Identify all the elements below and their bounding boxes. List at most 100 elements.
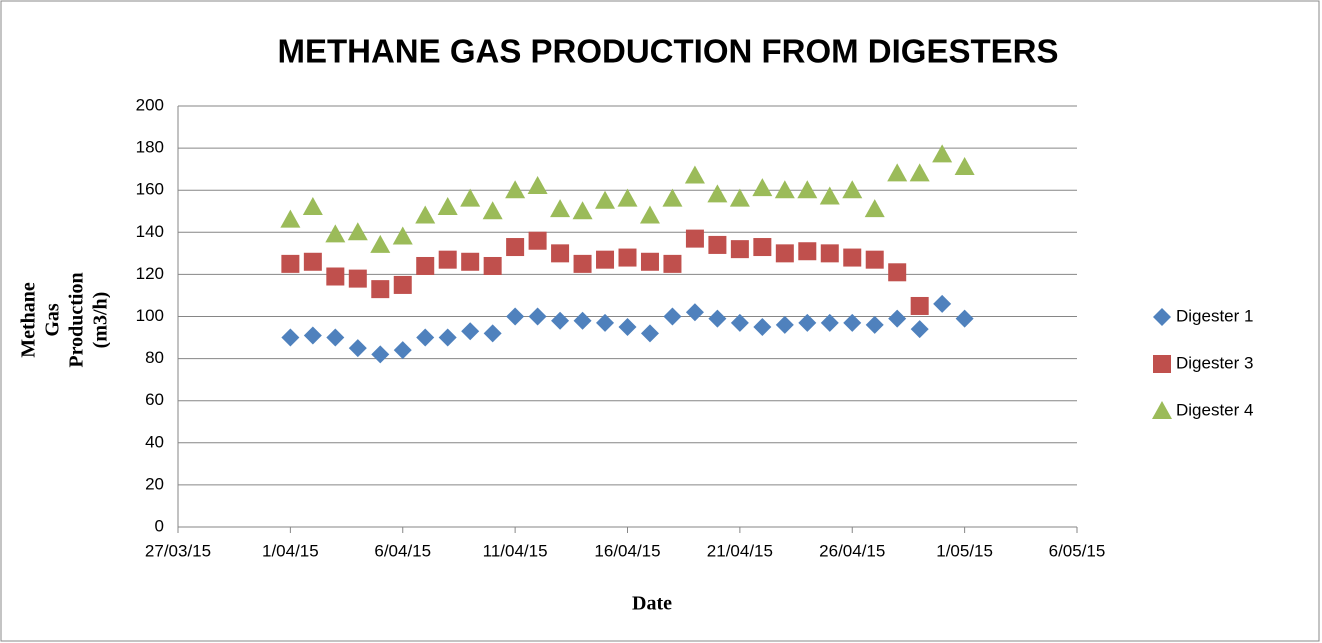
data-point [775,244,794,263]
data-point [528,231,547,250]
data-point [729,188,750,207]
data-point [461,252,480,271]
data-point [551,244,570,263]
data-point [370,234,391,253]
data-point [303,252,322,271]
data-point [550,199,571,218]
data-point [326,328,345,347]
y-tick-label: 40 [145,432,164,451]
x-axis-label: Date [632,593,672,615]
data-point [416,256,435,275]
y-tick-label: 0 [155,516,164,535]
data-point [820,313,839,332]
data-point [909,163,930,182]
data-point [910,296,929,315]
data-point [707,184,728,203]
data-point [933,294,952,313]
data-point [617,188,638,207]
data-point [640,324,659,343]
data-point [371,345,390,364]
data-point [932,144,953,163]
x-tick-label: 11/04/15 [483,541,548,560]
data-point [325,224,346,243]
data-point [708,309,727,328]
data-point [730,240,749,259]
data-point [596,313,615,332]
data-point [685,303,704,322]
data-point [618,248,637,267]
legend-label: Digester 4 [1176,400,1253,419]
data-point [730,313,749,332]
data-point [595,190,616,209]
y-tick-label: 140 [136,222,164,241]
data-point [820,244,839,263]
data-point [573,311,592,330]
data-point [506,238,525,257]
data-point [752,178,773,197]
data-point [438,328,457,347]
data-point [865,315,884,334]
x-tick-label: 21/04/15 [707,541,773,560]
data-point [438,250,457,269]
y-tick-label: 80 [145,348,164,367]
data-point [437,197,458,216]
data-point [483,256,502,275]
data-point [528,307,547,326]
data-point [348,339,367,358]
data-point [843,248,862,267]
data-point [596,250,615,269]
y-tick-label: 180 [136,138,164,157]
x-tick-label: 16/04/15 [594,541,660,560]
data-point [753,238,772,257]
data-point [482,201,503,220]
data-point [843,313,862,332]
data-point [326,267,345,286]
data-point [864,199,885,218]
data-point [392,226,413,245]
data-point [416,328,435,347]
data-point [281,328,300,347]
x-tick-label: 27/03/15 [145,541,211,560]
legend-marker [1153,308,1171,326]
legend-label: Digester 1 [1176,306,1253,325]
legend-label: Digester 3 [1176,353,1253,372]
data-point [371,280,390,299]
data-point [888,263,907,282]
data-point [955,309,974,328]
data-point [460,188,481,207]
data-point [505,180,526,199]
data-point [461,322,480,341]
x-tick-label: 1/05/15 [936,541,993,560]
data-point [483,324,502,343]
data-point [887,163,908,182]
data-point [393,275,412,294]
data-point [663,307,682,326]
data-point [551,311,570,330]
data-point [910,320,929,339]
data-point [527,175,548,194]
data-point [415,205,436,224]
data-point [888,309,907,328]
data-point [618,318,637,337]
data-point [684,165,705,184]
data-point [280,209,301,228]
data-point [506,307,525,326]
data-point [865,250,884,269]
x-tick-label: 6/05/15 [1049,541,1106,560]
data-point [303,326,322,345]
data-point [753,318,772,337]
y-axis-label-box: Methane Gas Production (m3/h) [20,272,110,367]
data-point [797,180,818,199]
data-point [842,180,863,199]
data-point [573,254,592,273]
y-tick-label: 160 [136,180,164,199]
data-point [798,242,817,261]
chart-title: METHANE GAS PRODUCTION FROM DIGESTERS [277,33,1058,70]
x-tick-label: 26/04/15 [819,541,885,560]
data-point [640,252,659,271]
data-point [662,188,683,207]
y-tick-label: 20 [145,474,164,493]
data-point [639,205,660,224]
data-point [954,157,975,176]
